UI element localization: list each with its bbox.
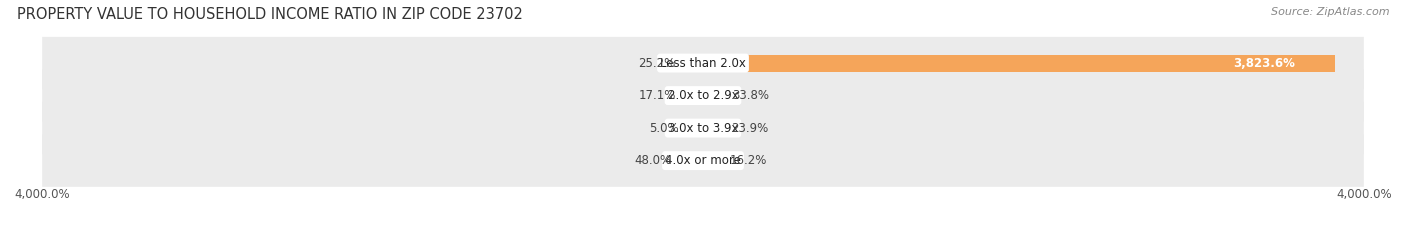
Bar <box>703 87 709 104</box>
Text: 23.9%: 23.9% <box>731 122 768 135</box>
Text: PROPERTY VALUE TO HOUSEHOLD INCOME RATIO IN ZIP CODE 23702: PROPERTY VALUE TO HOUSEHOLD INCOME RATIO… <box>17 7 523 22</box>
Text: 2.0x to 2.9x: 2.0x to 2.9x <box>668 89 738 102</box>
Text: 3.0x to 3.9x: 3.0x to 3.9x <box>668 122 738 135</box>
FancyBboxPatch shape <box>42 37 1364 89</box>
Text: 16.2%: 16.2% <box>730 154 766 167</box>
Text: 4.0x or more: 4.0x or more <box>665 154 741 167</box>
Bar <box>703 120 707 137</box>
FancyBboxPatch shape <box>42 134 1364 187</box>
Text: 33.8%: 33.8% <box>733 89 769 102</box>
Text: 25.2%: 25.2% <box>638 57 675 70</box>
Bar <box>703 152 706 169</box>
Text: 17.1%: 17.1% <box>638 89 676 102</box>
FancyBboxPatch shape <box>42 69 1364 122</box>
Bar <box>703 55 1334 72</box>
Text: 48.0%: 48.0% <box>634 154 671 167</box>
Text: 5.0%: 5.0% <box>648 122 678 135</box>
FancyBboxPatch shape <box>42 102 1364 154</box>
Bar <box>699 55 703 72</box>
Bar <box>700 87 703 104</box>
Text: 3,823.6%: 3,823.6% <box>1233 57 1295 70</box>
Bar <box>695 152 703 169</box>
Text: Less than 2.0x: Less than 2.0x <box>659 57 747 70</box>
Text: Source: ZipAtlas.com: Source: ZipAtlas.com <box>1271 7 1389 17</box>
